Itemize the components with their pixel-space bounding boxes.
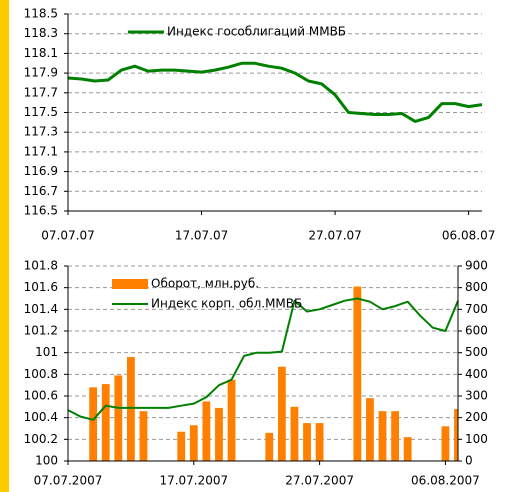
y-tick-label: 101.8: [24, 259, 58, 273]
x-tick-label: 06.08.07: [442, 229, 495, 243]
bar: [277, 366, 286, 461]
x-tick-label: 17.07.2007: [159, 474, 228, 488]
legend-label: Индекс гособлигаций ММВБ: [167, 25, 346, 39]
x-tick-label: 17.07.07: [175, 229, 228, 243]
y-tick-label: 118.1: [24, 46, 58, 60]
x-tick-label: 27.07.07: [308, 229, 361, 243]
legend-swatch: [112, 279, 148, 289]
x-tick-label: 27.07.2007: [285, 474, 354, 488]
y-tick-label: 117.3: [24, 125, 58, 139]
bar: [303, 423, 311, 461]
bar: [139, 411, 148, 461]
bar: [454, 409, 458, 461]
bar: [89, 387, 98, 461]
y-tick-label: 117.1: [24, 144, 58, 158]
line: [67, 61, 483, 123]
bar: [290, 406, 299, 461]
y-tick-label: 100: [35, 454, 58, 468]
line: [67, 297, 459, 421]
y-tick-label: 100.2: [24, 432, 58, 446]
bar: [114, 375, 123, 461]
bar: [391, 411, 399, 461]
y2-tick-label: 200: [465, 410, 488, 424]
y-tick-label: 116.5: [24, 204, 58, 218]
y-tick-label: 118.3: [24, 26, 58, 40]
y-tick-label: 101.6: [24, 280, 58, 294]
bar: [227, 379, 236, 461]
side-strip: [0, 0, 9, 492]
y2-tick-label: 0: [465, 454, 473, 468]
x-tick-label: 07.07.07: [41, 229, 94, 243]
y-tick-label: 116.7: [24, 184, 58, 198]
y-tick-label: 116.9: [24, 164, 58, 178]
legend-label: Оборот, млн.руб.: [151, 277, 259, 291]
bar: [315, 423, 324, 461]
y2-tick-label: 900: [465, 259, 488, 273]
y2-tick-label: 800: [465, 280, 488, 294]
x-tick-label: 07.07.2007: [34, 474, 103, 488]
bar: [441, 426, 450, 461]
y-tick-label: 101.4: [24, 302, 58, 316]
y-tick-label: 117.5: [24, 105, 58, 119]
bar: [403, 437, 412, 461]
y2-tick-label: 100: [465, 432, 488, 446]
y-tick-label: 101: [35, 345, 58, 359]
bar: [202, 401, 211, 461]
legend-label: Индекс корп. обл.ММВБ: [151, 297, 302, 311]
y2-tick-label: 400: [465, 367, 488, 381]
bar: [366, 398, 374, 461]
bar: [265, 432, 274, 461]
bar: [177, 431, 186, 461]
y-tick-label: 100.6: [24, 389, 58, 403]
bar: [215, 407, 223, 461]
y2-tick-label: 300: [465, 389, 488, 403]
bar: [127, 357, 135, 461]
y-tick-label: 118.5: [24, 7, 58, 21]
y-tick-label: 101.2: [24, 324, 58, 338]
y-tick-label: 100.8: [24, 367, 58, 381]
y2-tick-label: 600: [465, 324, 488, 338]
y-tick-label: 117.7: [24, 85, 58, 99]
y2-tick-label: 700: [465, 302, 488, 316]
bar: [101, 384, 110, 461]
bar: [353, 286, 362, 461]
x-tick-label: 06.08.2007: [411, 474, 480, 488]
y2-tick-label: 500: [465, 345, 488, 359]
y-tick-label: 100.4: [24, 410, 58, 424]
y-tick-label: 117.9: [24, 66, 58, 80]
bar: [189, 425, 198, 461]
bar: [378, 411, 387, 461]
